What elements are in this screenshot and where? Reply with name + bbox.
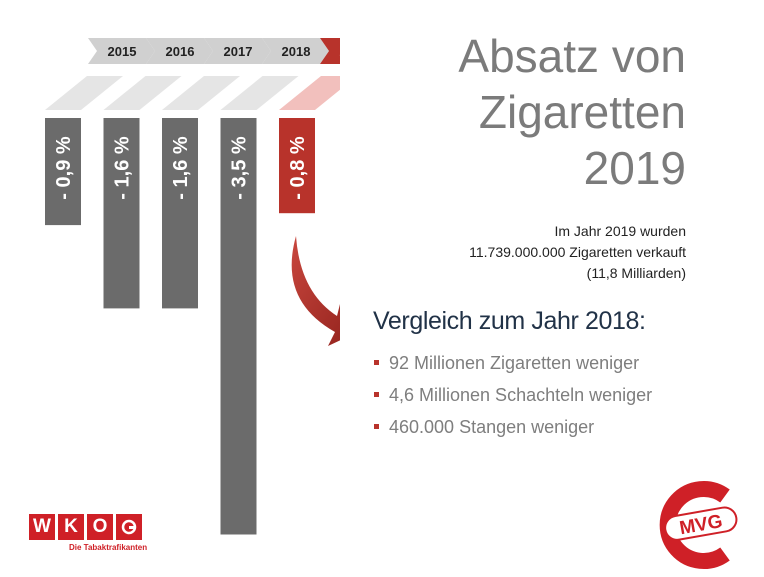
summary-line: 11.739.000.000 Zigaretten verkauft: [469, 244, 686, 260]
bar-connector: [162, 76, 240, 110]
wko-logo: W K O Die Tabaktrafikanten: [29, 514, 147, 552]
title-line: Zigaretten: [478, 86, 686, 138]
title-line: 2019: [583, 142, 686, 194]
year-arrow-segment: [146, 38, 213, 64]
bar: [162, 118, 198, 309]
bar-connector: [45, 76, 123, 110]
bar-value-label: - 0,9 %: [53, 136, 75, 200]
page-title: Absatz von Zigaretten 2019: [458, 28, 686, 196]
year-arrow-segment: [320, 38, 340, 64]
bar-value-label: - 3,5 %: [229, 136, 251, 200]
bar: [45, 118, 81, 226]
summary-line: Im Jahr 2019 wurden: [554, 223, 686, 239]
year-arrow-segment: [88, 38, 155, 64]
year-arrow-segment: [262, 38, 329, 64]
bar-connector: [103, 76, 182, 110]
year-arrow-segment: [204, 38, 271, 64]
mvg-logo: MVG: [659, 481, 738, 569]
list-item: 4,6 Millionen Schachteln weniger: [373, 379, 652, 411]
list-item: 92 Millionen Zigaretten weniger: [373, 347, 652, 379]
summary-line: (11,8 Milliarden): [586, 265, 686, 281]
title-line: Absatz von: [458, 30, 686, 82]
bar-connector: [220, 76, 299, 110]
bar: [103, 118, 140, 309]
bar: [279, 118, 315, 214]
wko-letter: K: [58, 514, 84, 540]
wko-emblem-icon: [116, 514, 142, 540]
wko-letter: W: [29, 514, 55, 540]
year-label: 2017: [224, 44, 253, 59]
bar-value-label: - 1,6 %: [170, 136, 192, 200]
sales-summary: Im Jahr 2019 wurden 11.739.000.000 Zigar…: [469, 221, 686, 284]
year-label: 2015: [108, 44, 137, 59]
wko-tagline: Die Tabaktrafikanten: [69, 543, 148, 552]
curved-arrow-icon: [291, 236, 340, 346]
sales-change-chart: 2015 - 0,9 % 2016 - 1,6 % 2017 - 1,6 % 2018 - 3…: [45, 38, 340, 535]
bar: [220, 118, 257, 535]
bar-connector: [279, 76, 340, 110]
year-label: 2018: [282, 44, 311, 59]
comparison-list: 92 Millionen Zigaretten weniger 4,6 Mill…: [373, 347, 652, 443]
list-item: 460.000 Stangen weniger: [373, 411, 652, 443]
bar-value-label: - 1,6 %: [112, 136, 134, 200]
wko-letter: O: [87, 514, 113, 540]
bar-value-label: - 0,8 %: [287, 136, 309, 200]
comparison-heading: Vergleich zum Jahr 2018:: [373, 307, 646, 335]
year-label: 2016: [166, 44, 195, 59]
